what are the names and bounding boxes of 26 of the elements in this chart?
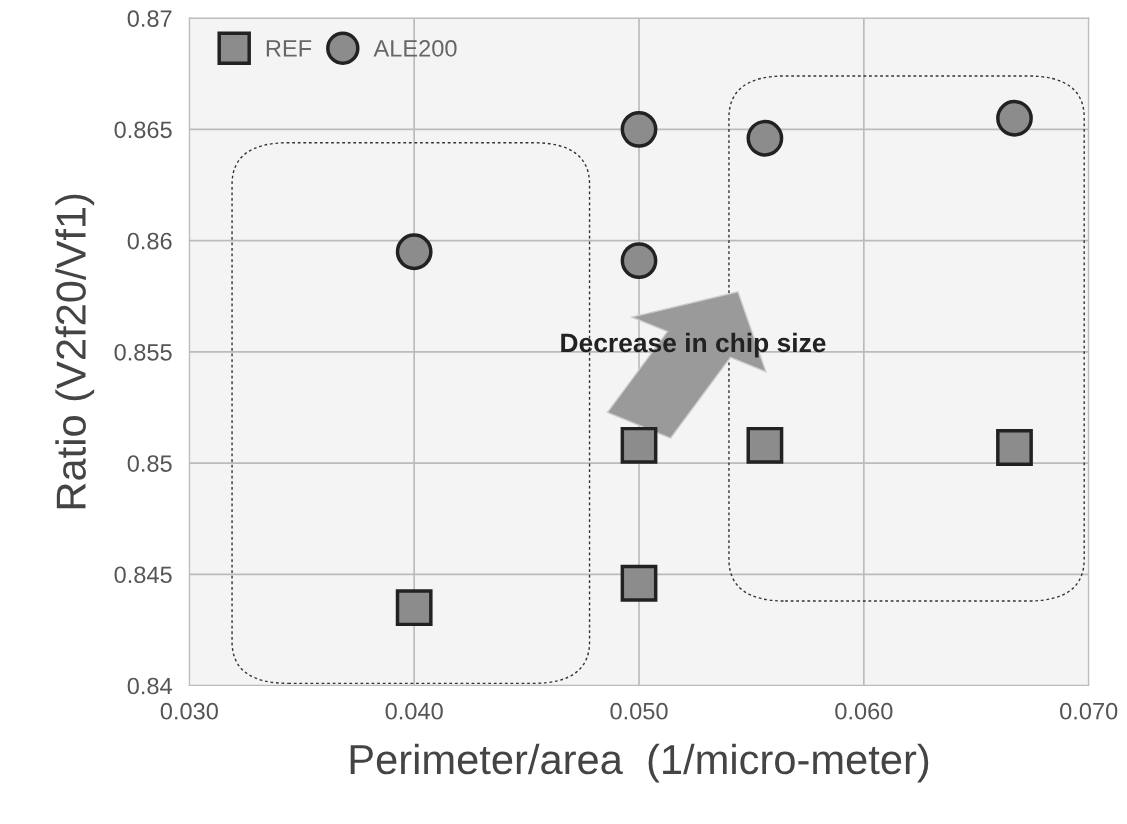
y-tick-label: 0.865 bbox=[114, 121, 172, 139]
y-tick-label: 0.87 bbox=[127, 10, 172, 27]
point bbox=[620, 564, 658, 602]
y-axis-title: Ratio (V2f20/Vf1) bbox=[55, 194, 95, 509]
point bbox=[996, 429, 1033, 466]
y-tick-label: 0.855 bbox=[114, 343, 172, 361]
point bbox=[996, 99, 1033, 137]
x-tick-label: 0.040 bbox=[385, 702, 443, 720]
y-tick-label: 0.84 bbox=[127, 677, 172, 695]
y-tick-label: 0.86 bbox=[127, 232, 172, 250]
point bbox=[746, 119, 784, 157]
point bbox=[395, 233, 433, 271]
point bbox=[620, 242, 658, 280]
x-tick-label: 0.060 bbox=[835, 702, 893, 720]
x-axis-title: Perimeter/area (1/micro-meter) bbox=[350, 743, 929, 783]
x-tick-label: 0.030 bbox=[160, 702, 218, 720]
point bbox=[395, 589, 433, 627]
legend-label: REF bbox=[266, 40, 312, 57]
legend-label: ALE200 bbox=[373, 40, 457, 57]
x-tick-label: 0.050 bbox=[610, 702, 668, 720]
y-tick-label: 0.85 bbox=[127, 455, 172, 472]
point bbox=[746, 426, 784, 464]
point bbox=[620, 110, 658, 148]
x-tick-label: 0.070 bbox=[1060, 702, 1118, 720]
y-tick-label: 0.845 bbox=[114, 566, 172, 584]
point bbox=[620, 426, 658, 464]
